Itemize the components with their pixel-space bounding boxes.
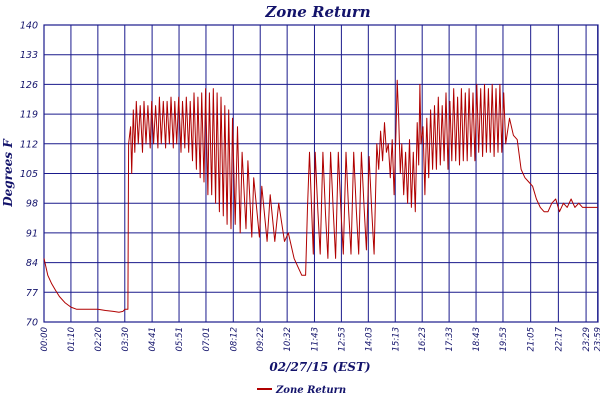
x-tick-label: 00:00 bbox=[40, 327, 50, 352]
x-tick-label: 07:01 bbox=[202, 327, 212, 352]
x-tick-label: 04:41 bbox=[148, 327, 158, 352]
x-tick-label: 10:32 bbox=[283, 327, 293, 352]
x-tick-label: 02:20 bbox=[94, 327, 104, 352]
legend: Zone Return bbox=[257, 385, 346, 396]
y-tick-label: 70 bbox=[26, 318, 38, 329]
x-tick-label: 05:51 bbox=[175, 327, 185, 352]
x-tick-label: 23:59 bbox=[594, 327, 600, 352]
x-axis-label: 02/27/15 (EST) bbox=[269, 360, 370, 374]
x-tick-label: 21:05 bbox=[527, 327, 537, 352]
series-line-zone-return bbox=[43, 79, 598, 313]
x-tick-labels: 00:00 01:10 02:20 03:30 04:41 05:51 07:01 08:12… bbox=[40, 326, 600, 351]
y-tick-label: 105 bbox=[20, 169, 38, 180]
x-tick-label: 14:03 bbox=[364, 327, 374, 352]
x-tick-label: 15:13 bbox=[391, 327, 401, 352]
y-tick-labels: 70 77 84 91 98 105 112 119 126 133 140 bbox=[20, 21, 38, 329]
x-tick-label: 16:23 bbox=[418, 327, 428, 352]
x-tick-label: 19:53 bbox=[499, 327, 509, 352]
y-tick-label: 126 bbox=[20, 80, 38, 91]
x-tick-label: 22:17 bbox=[554, 326, 564, 351]
y-tick-label: 140 bbox=[20, 21, 38, 32]
legend-label: Zone Return bbox=[275, 385, 346, 396]
y-tick-label: 112 bbox=[20, 139, 38, 150]
x-tick-label: 09:22 bbox=[256, 327, 266, 352]
y-tick-label: 119 bbox=[20, 110, 38, 121]
x-tick-label: 23:29 bbox=[582, 327, 592, 352]
x-tick-label: 03:30 bbox=[121, 327, 131, 352]
y-tick-label: 133 bbox=[20, 50, 38, 61]
grid bbox=[43, 24, 599, 323]
y-tick-label: 77 bbox=[26, 288, 38, 299]
x-tick-label: 17:33 bbox=[445, 327, 455, 352]
y-tick-label: 91 bbox=[26, 228, 38, 239]
x-tick-label: 01:10 bbox=[67, 327, 77, 352]
x-tick-label: 18:43 bbox=[472, 327, 482, 352]
y-axis-label: Degrees F bbox=[1, 138, 15, 208]
x-tick-label: 08:12 bbox=[229, 327, 239, 352]
chart-title: Zone Return bbox=[264, 3, 370, 21]
y-tick-label: 84 bbox=[26, 258, 38, 269]
x-tick-label: 12:53 bbox=[337, 327, 347, 352]
y-tick-label: 98 bbox=[26, 199, 38, 210]
series-layer bbox=[43, 79, 598, 313]
plot-border bbox=[43, 24, 599, 323]
x-tick-label: 11:43 bbox=[310, 327, 320, 352]
